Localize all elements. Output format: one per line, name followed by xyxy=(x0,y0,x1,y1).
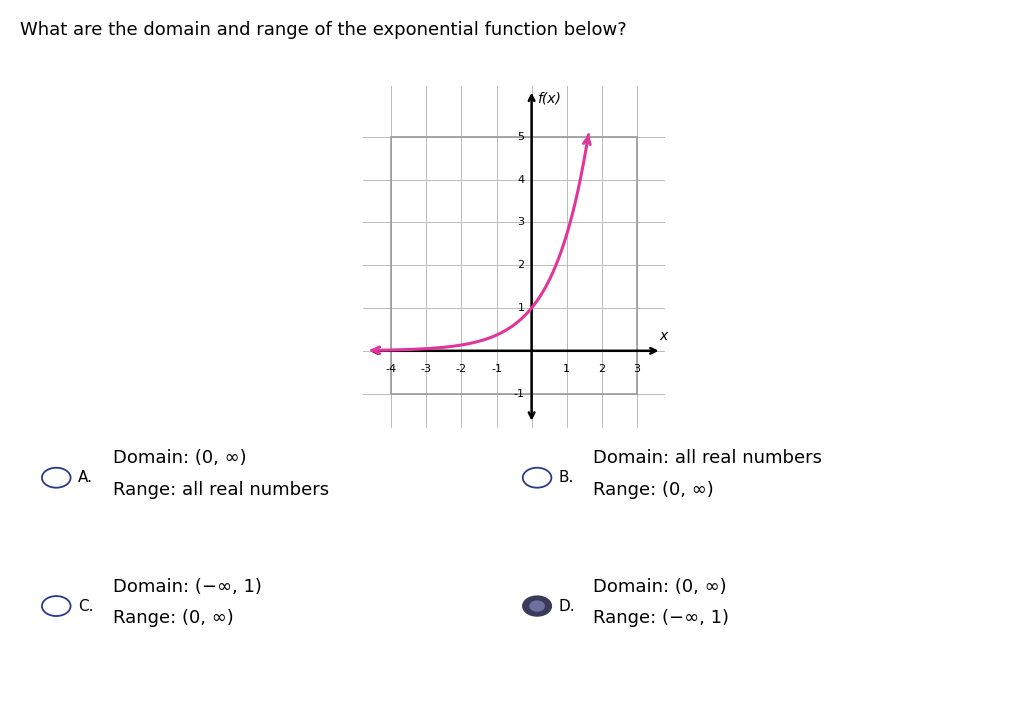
Text: Domain: (0, ∞): Domain: (0, ∞) xyxy=(593,578,727,596)
Bar xyxy=(391,137,637,394)
Text: What are the domain and range of the exponential function below?: What are the domain and range of the exp… xyxy=(20,21,627,39)
Text: Domain: (−∞, 1): Domain: (−∞, 1) xyxy=(113,578,262,596)
Text: -1: -1 xyxy=(491,364,502,374)
Text: B.: B. xyxy=(559,470,574,486)
Text: Range: (0, ∞): Range: (0, ∞) xyxy=(113,609,233,627)
Text: 1: 1 xyxy=(564,364,570,374)
Text: f(x): f(x) xyxy=(537,92,561,106)
Text: Range: all real numbers: Range: all real numbers xyxy=(113,481,328,499)
Text: C.: C. xyxy=(78,598,93,614)
Text: 3: 3 xyxy=(633,364,640,374)
Text: 2: 2 xyxy=(598,364,606,374)
Text: 5: 5 xyxy=(518,132,525,142)
Text: 1: 1 xyxy=(518,303,525,313)
Text: Domain: (0, ∞): Domain: (0, ∞) xyxy=(113,449,247,468)
Text: A.: A. xyxy=(78,470,93,486)
Text: Range: (0, ∞): Range: (0, ∞) xyxy=(593,481,714,499)
Text: x: x xyxy=(660,329,668,343)
Text: Range: (−∞, 1): Range: (−∞, 1) xyxy=(593,609,729,627)
Text: -3: -3 xyxy=(420,364,432,374)
Text: -1: -1 xyxy=(514,389,525,399)
Text: 4: 4 xyxy=(518,175,525,185)
Text: 2: 2 xyxy=(518,260,525,270)
Text: D.: D. xyxy=(559,598,575,614)
Text: -2: -2 xyxy=(456,364,466,374)
Text: Domain: all real numbers: Domain: all real numbers xyxy=(593,449,822,468)
Text: -4: -4 xyxy=(386,364,397,374)
Text: 3: 3 xyxy=(518,217,525,227)
